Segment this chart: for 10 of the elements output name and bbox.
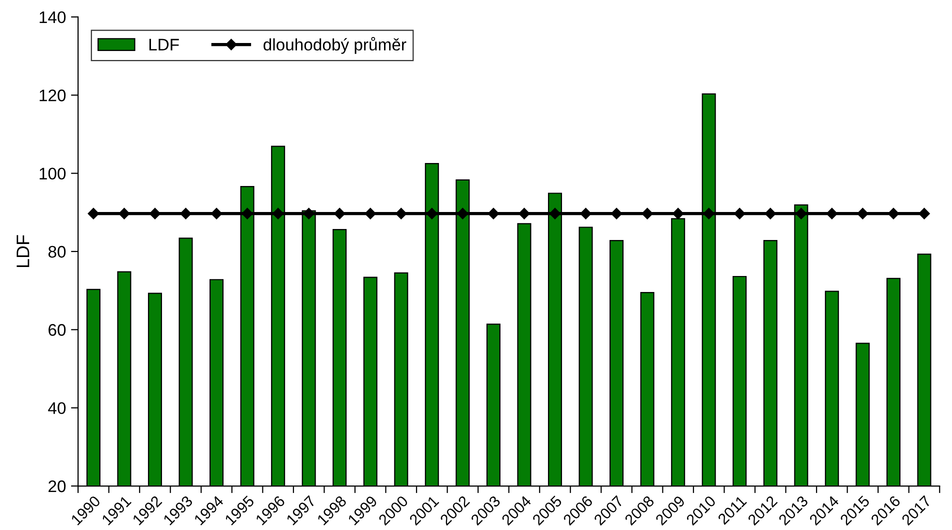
y-tick-label: 60 (48, 324, 66, 336)
legend-label: dlouhodobý průměr (264, 36, 406, 54)
y-axis-title: LDF (16, 235, 30, 268)
legend-label: LDF (149, 38, 179, 50)
y-tick-label: 100 (40, 168, 66, 180)
y-tick-label: 140 (40, 11, 66, 24)
y-tick-label: 20 (48, 480, 66, 492)
y-tick-label: 120 (40, 90, 66, 102)
y-tick-label: 80 (48, 246, 66, 258)
y-tick-label: 40 (48, 402, 66, 414)
